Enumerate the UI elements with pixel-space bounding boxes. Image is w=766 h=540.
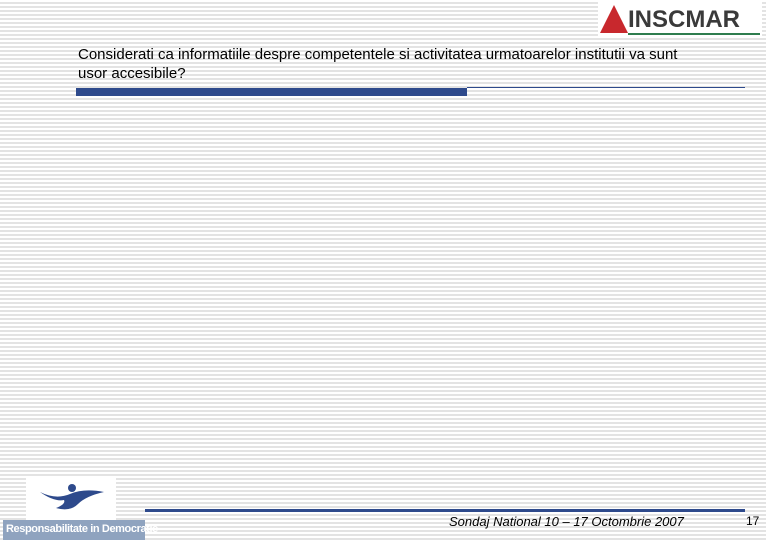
footer-survey: Sondaj National 10 – 17 Octombrie 2007 (449, 514, 684, 529)
logo-top (598, 1, 762, 37)
logo-graphic (600, 5, 760, 35)
logo-caption: Responsabilitate in Democratie (6, 523, 158, 535)
logo-banner (3, 520, 145, 540)
logo-triangle (600, 5, 628, 33)
footer-rule (145, 509, 745, 512)
logo-text: INSCMAR (628, 6, 740, 33)
logo-bottom (26, 478, 116, 520)
slide-title: Considerati ca informatiile despre compe… (78, 46, 678, 82)
logo-bird (40, 484, 104, 510)
title-rule (467, 87, 745, 88)
title-bar (76, 88, 467, 96)
page-number: 17 (746, 514, 760, 528)
